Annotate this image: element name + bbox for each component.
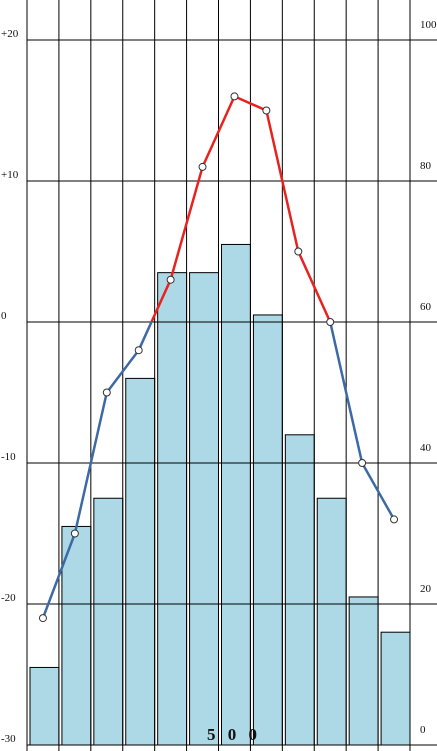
temperature-point bbox=[198, 162, 207, 171]
temperature-point bbox=[262, 106, 271, 115]
bar bbox=[29, 666, 60, 746]
temperature-point bbox=[358, 459, 367, 467]
bar bbox=[252, 314, 283, 746]
bar bbox=[125, 377, 156, 746]
bar bbox=[189, 272, 219, 746]
temperature-point bbox=[166, 275, 175, 284]
temperature-point bbox=[390, 515, 399, 524]
temperature-point bbox=[70, 529, 79, 538]
temperature-line bbox=[41, 322, 396, 619]
y2-tick-label: 20 bbox=[420, 583, 432, 595]
temperature-point bbox=[38, 614, 47, 623]
y2-tick-label: 40 bbox=[420, 442, 432, 454]
bar bbox=[157, 272, 188, 746]
y-tick-label: +20 bbox=[1, 28, 19, 40]
bar bbox=[348, 596, 379, 746]
temperature-point bbox=[134, 346, 143, 355]
temperature-point bbox=[102, 388, 111, 397]
y-tick-label: -20 bbox=[1, 592, 16, 604]
bar bbox=[61, 525, 92, 746]
annual-total: 5 0 0 bbox=[207, 725, 261, 744]
y2-tick-label: 0 bbox=[420, 724, 426, 736]
temperature-point bbox=[230, 92, 239, 101]
y-tick-label: 0 bbox=[1, 310, 7, 322]
bar bbox=[316, 497, 347, 746]
y-tick-label: -30 bbox=[1, 733, 16, 745]
bar bbox=[284, 434, 315, 746]
temperature-line-positive bbox=[150, 94, 332, 322]
y2-tick-label: 80 bbox=[420, 160, 432, 172]
temperature-point bbox=[294, 247, 303, 256]
y-tick-label: -10 bbox=[1, 451, 16, 463]
temperature-point bbox=[326, 318, 335, 326]
y-tick-label: +10 bbox=[1, 169, 19, 181]
y2-tick-label: 60 bbox=[420, 301, 432, 313]
y2-tick-label: 100 bbox=[420, 19, 437, 31]
bar bbox=[380, 631, 411, 746]
bar bbox=[93, 497, 124, 746]
bar bbox=[221, 243, 251, 746]
